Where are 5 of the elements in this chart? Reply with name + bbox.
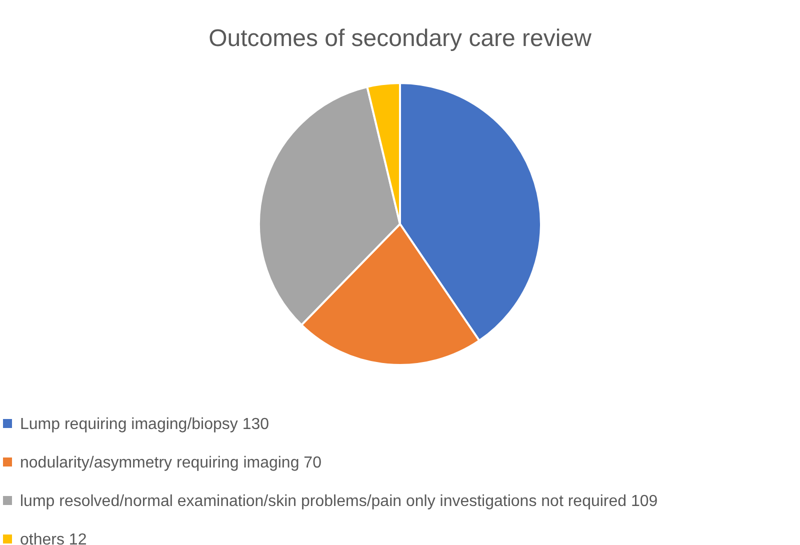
legend-label: others 12 [20,532,87,545]
chart-title: Outcomes of secondary care review [208,25,592,52]
legend-label: Lump requiring imaging/biopsy 130 [20,416,270,433]
legend-label: lump resolved/normal examination/skin problems/pain only investigations not required 109 [20,493,658,510]
legend-label: nodularity/asymmetry requiring imaging 70 [20,454,322,472]
